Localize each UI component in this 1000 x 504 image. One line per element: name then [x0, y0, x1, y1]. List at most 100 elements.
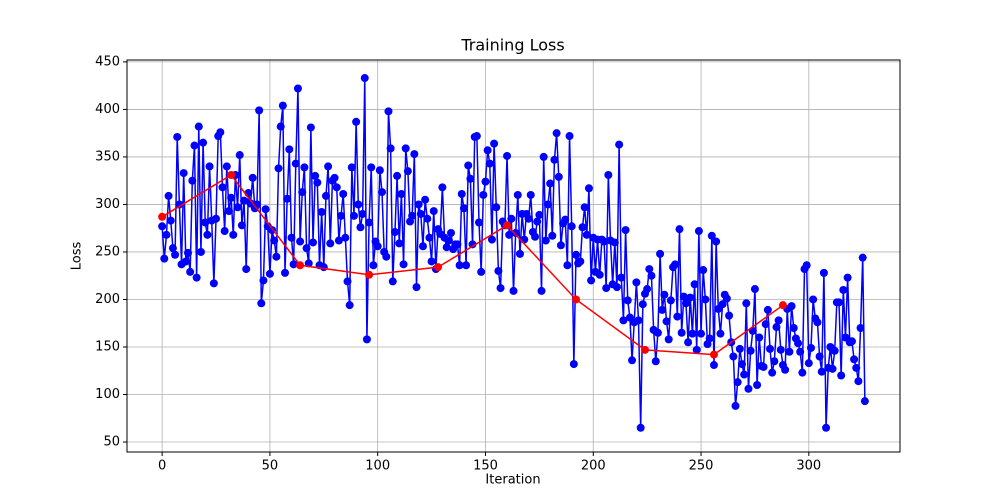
point	[785, 347, 794, 356]
point	[675, 225, 684, 234]
point	[425, 233, 434, 242]
point	[576, 257, 585, 266]
point	[412, 283, 421, 292]
point	[854, 377, 863, 386]
point	[293, 84, 302, 93]
point	[162, 230, 171, 239]
point	[382, 252, 391, 261]
point	[761, 320, 770, 329]
point	[164, 191, 173, 200]
x-tick-label: 50	[262, 459, 279, 474]
point	[337, 211, 346, 220]
point	[526, 190, 535, 199]
point	[326, 239, 335, 248]
point	[843, 273, 852, 282]
point	[712, 237, 721, 246]
point	[548, 231, 557, 240]
point	[403, 167, 412, 176]
point	[229, 230, 238, 239]
point	[584, 184, 593, 193]
x-axis-label: Iteration	[485, 473, 540, 488]
point	[367, 163, 376, 172]
point	[847, 337, 856, 346]
point	[158, 212, 167, 221]
series-line	[161, 173, 784, 356]
point	[270, 236, 279, 245]
point	[466, 174, 475, 183]
point	[563, 261, 572, 270]
point	[815, 352, 824, 361]
point	[360, 74, 369, 83]
point	[414, 200, 423, 209]
point	[362, 335, 371, 344]
point	[209, 279, 218, 288]
point	[772, 323, 781, 332]
point	[483, 146, 492, 155]
point	[684, 338, 693, 347]
point	[520, 235, 529, 244]
point	[276, 122, 285, 131]
chart-title: Training Loss	[460, 36, 564, 55]
point	[688, 329, 697, 338]
point	[319, 263, 328, 272]
point	[378, 188, 387, 197]
point	[365, 218, 374, 227]
point	[352, 117, 361, 126]
point	[181, 257, 190, 266]
point	[582, 230, 591, 239]
point	[408, 211, 417, 220]
point	[416, 209, 425, 218]
point	[640, 345, 649, 354]
point	[179, 169, 188, 178]
point	[343, 277, 352, 286]
point	[628, 356, 637, 365]
point	[446, 228, 455, 237]
point	[190, 141, 199, 150]
point	[787, 302, 796, 311]
point	[572, 250, 581, 259]
point	[552, 129, 561, 138]
point	[227, 170, 236, 179]
point	[634, 316, 643, 325]
point	[742, 299, 751, 308]
point	[513, 190, 522, 199]
point	[817, 367, 826, 376]
point	[304, 259, 313, 268]
point	[302, 244, 311, 253]
point	[694, 227, 703, 236]
y-axis-label: Loss	[70, 242, 85, 271]
point	[492, 203, 501, 212]
point	[349, 211, 358, 220]
point	[384, 107, 393, 116]
point	[287, 233, 296, 242]
point	[481, 177, 490, 186]
point	[643, 285, 652, 294]
point	[201, 218, 210, 227]
point	[617, 273, 626, 282]
point	[509, 286, 518, 295]
point	[830, 346, 839, 355]
point	[332, 183, 341, 192]
point	[418, 242, 427, 251]
point	[490, 139, 499, 148]
point	[716, 329, 725, 338]
point	[794, 339, 803, 348]
point	[291, 159, 300, 168]
point	[457, 189, 466, 198]
point	[804, 359, 813, 368]
point	[623, 296, 632, 305]
point	[610, 238, 619, 247]
point	[856, 323, 865, 332]
point	[313, 178, 322, 187]
point	[647, 271, 656, 280]
point	[556, 241, 565, 250]
y-tick-label: 150	[95, 339, 120, 354]
point	[477, 267, 486, 276]
point	[796, 347, 805, 356]
point	[709, 361, 718, 370]
point	[806, 343, 815, 352]
point	[705, 334, 714, 343]
point	[615, 140, 624, 149]
point	[602, 284, 611, 293]
point	[664, 335, 673, 344]
